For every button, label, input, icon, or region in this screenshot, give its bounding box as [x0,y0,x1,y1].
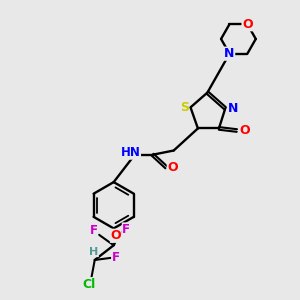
Text: O: O [242,18,253,31]
Text: N: N [227,102,238,115]
Text: N: N [224,47,235,60]
Text: O: O [110,229,121,242]
Text: S: S [180,101,189,114]
Text: Cl: Cl [83,278,96,291]
Text: F: F [112,251,120,264]
Text: O: O [167,161,178,174]
Text: H: H [89,247,98,256]
Text: F: F [122,223,130,236]
Text: O: O [239,124,250,137]
Text: F: F [90,224,98,237]
Text: HN: HN [121,146,140,159]
